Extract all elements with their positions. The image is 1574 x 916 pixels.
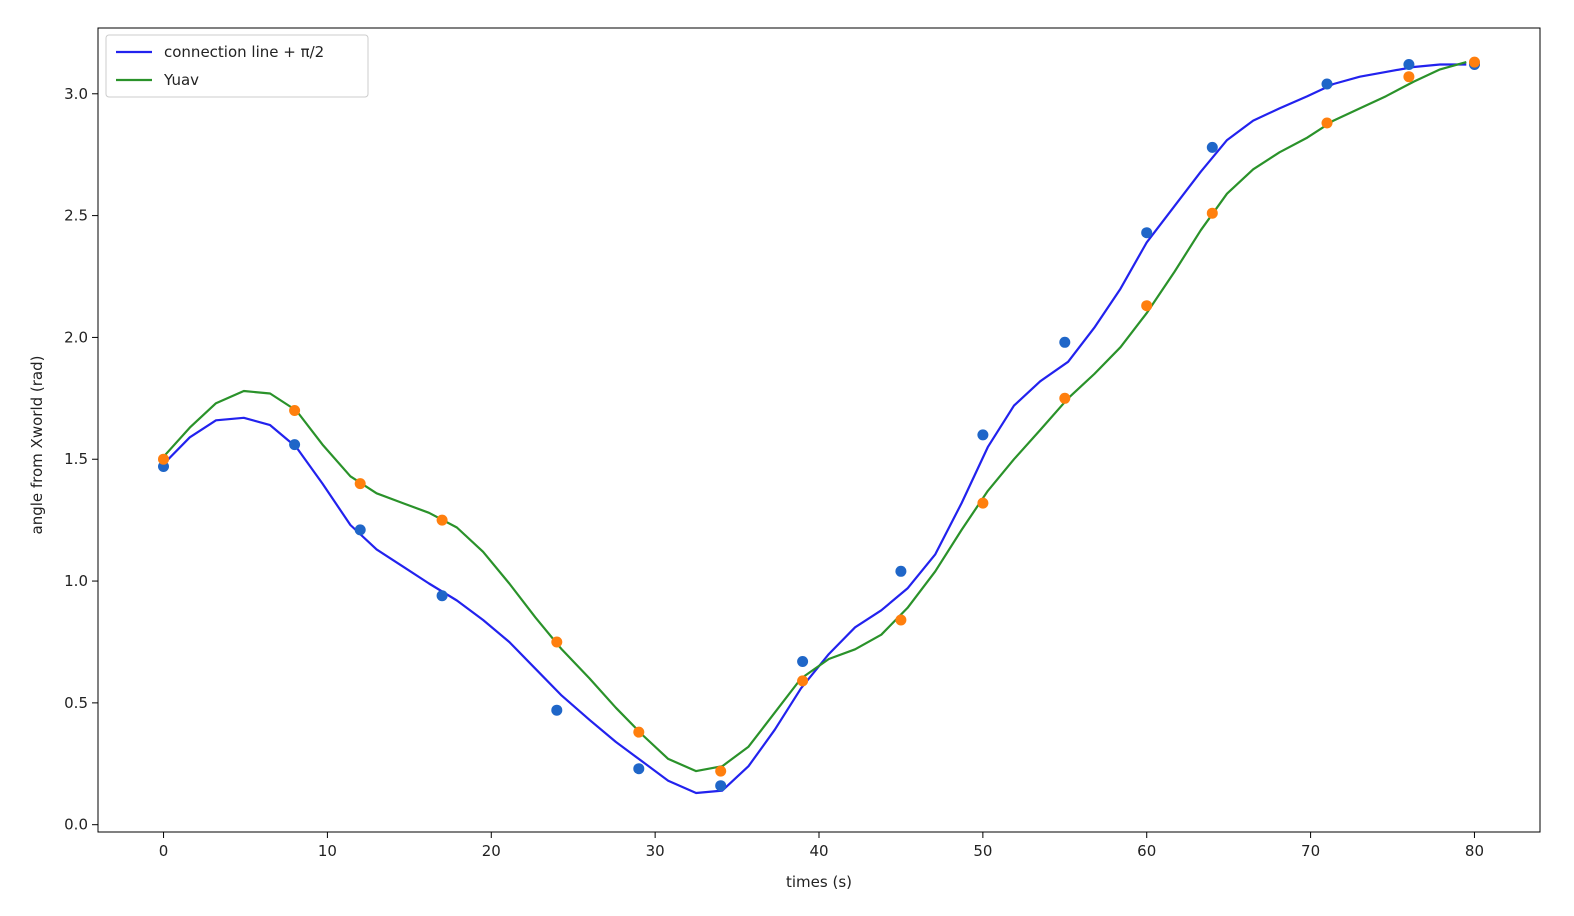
series-1-marker [895, 565, 907, 577]
x-tick-label: 0 [159, 842, 169, 860]
series-1-marker [354, 524, 366, 536]
x-tick-label: 20 [482, 842, 501, 860]
series-2-marker [1469, 56, 1480, 68]
series-2-marker [158, 453, 169, 465]
legend-box [105, 34, 369, 98]
plot-area [97, 27, 1541, 833]
series-2-marker [436, 514, 448, 526]
series-2-marker [715, 765, 727, 777]
x-axis-label: times (s) [786, 873, 852, 891]
x-tick-label: 70 [1301, 842, 1320, 860]
y-tick-label: 1.0 [64, 572, 88, 590]
series-2-marker [289, 405, 301, 416]
x-tick-label: 60 [1137, 842, 1156, 860]
series-2-marker [551, 636, 563, 648]
x-tick-label: 30 [646, 842, 665, 860]
legend-label-2: Yuav [163, 71, 199, 89]
series-1-marker [1206, 141, 1218, 153]
series-2-marker [895, 614, 907, 626]
x-axis: 0 10 20 30 40 50 60 70 80 [159, 832, 1484, 860]
y-tick-label: 1.5 [64, 450, 88, 468]
series-2-marker [633, 726, 645, 738]
x-tick-label: 10 [318, 842, 337, 860]
legend-label-1: connection line + π/2 [164, 43, 324, 61]
series-1-marker [1141, 227, 1153, 239]
y-tick-label: 2.0 [64, 328, 88, 346]
series-2-marker [1403, 71, 1415, 83]
y-tick-label: 0.0 [64, 816, 88, 834]
series-2-marker [977, 497, 989, 509]
series-2-marker [1321, 117, 1333, 129]
series-1-marker [797, 656, 809, 667]
x-tick-label: 40 [809, 842, 828, 860]
y-tick-label: 3.0 [64, 85, 88, 103]
series-1-marker [436, 590, 448, 602]
series-1-marker [715, 780, 727, 792]
series-2-marker [797, 675, 809, 687]
legend: connection line + π/2 Yuav [105, 34, 369, 98]
series-2-marker [1141, 300, 1153, 312]
series-1-marker [977, 429, 989, 441]
series-1-marker [289, 439, 301, 451]
series-1-marker [551, 704, 563, 716]
y-tick-label: 0.5 [64, 694, 88, 712]
series-1-marker [1321, 78, 1333, 90]
series-2-marker [1059, 392, 1071, 404]
y-axis-label: angle from Xworld (rad) [28, 356, 46, 535]
series-2-marker [1206, 207, 1218, 219]
series-1-marker [1059, 336, 1071, 348]
series-2-marker [354, 478, 366, 490]
x-tick-label: 80 [1465, 842, 1484, 860]
series-line-1 [162, 63, 1467, 795]
series-1-marker [1403, 59, 1415, 70]
x-tick-label: 50 [973, 842, 992, 860]
series-line-2 [162, 61, 1467, 773]
series-1-marker [633, 763, 645, 775]
y-tick-label: 2.5 [64, 207, 88, 225]
y-axis: 0.0 0.5 1.0 1.5 2.0 2.5 3.0 [64, 85, 98, 834]
